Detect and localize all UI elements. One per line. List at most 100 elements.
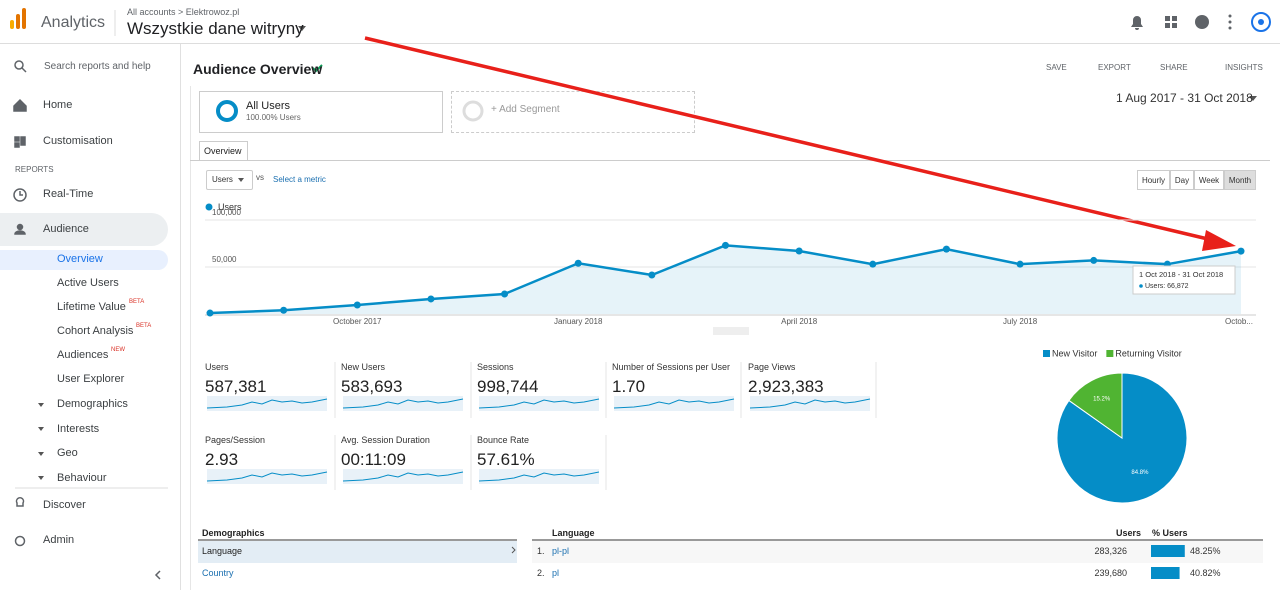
nav-item[interactable]: Real-Time <box>43 188 94 200</box>
point <box>648 271 656 279</box>
product-name: Analytics <box>41 14 106 31</box>
nav-subitem[interactable]: User Explorer <box>57 373 125 385</box>
nav-subitem[interactable]: Audiences <box>57 349 109 361</box>
x-tick-label: January 2018 <box>554 317 603 326</box>
segment-icon <box>462 100 484 122</box>
sparkline-bg <box>479 396 599 411</box>
action[interactable]: SAVE <box>1046 63 1067 72</box>
metric-value: 587,381 <box>205 377 267 396</box>
table-row <box>532 541 1263 563</box>
annotation-arrow <box>364 36 1236 251</box>
breadcrumb[interactable]: All accounts > Elektrowoz.pl <box>127 7 240 17</box>
metric-select[interactable]: Users <box>212 175 233 184</box>
date-range[interactable]: 1 Aug 2017 - 31 Oct 2018 <box>1116 91 1253 105</box>
metric-value: 1.70 <box>612 377 646 396</box>
granularity-button[interactable]: Hourly <box>1137 170 1170 190</box>
nav-active[interactable] <box>0 213 168 246</box>
action[interactable]: SHARE <box>1160 63 1188 72</box>
top-bar <box>0 0 1280 44</box>
caret[interactable] <box>298 26 306 31</box>
pie-slice <box>1056 372 1188 504</box>
pie-slice <box>1068 372 1123 439</box>
nav-item[interactable]: Customisation <box>43 135 113 147</box>
nav-group[interactable]: Geo <box>57 447 78 459</box>
metric-value: 00:11:09 <box>341 450 406 469</box>
row-arrow <box>511 546 516 554</box>
metric-label: Pages/Session <box>205 435 266 445</box>
row-link[interactable]: pl <box>552 568 560 578</box>
tooltip-title: 1 Oct 2018 - 31 Oct 2018 <box>1139 270 1223 279</box>
nav-item[interactable]: Home <box>43 99 73 111</box>
tooltip-dot <box>1139 284 1143 288</box>
collapse-tab[interactable] <box>713 327 749 335</box>
nav-group[interactable]: Behaviour <box>57 471 107 484</box>
table-header: Language <box>552 528 595 538</box>
table-link[interactable]: Language <box>202 546 243 556</box>
action[interactable]: INSIGHTS <box>1225 63 1263 72</box>
x-tick-label: April 2018 <box>781 317 818 326</box>
tab-line <box>190 160 1270 161</box>
logo[interactable] <box>10 8 26 29</box>
action[interactable]: EXPORT <box>1098 63 1131 72</box>
tooltip-text: Users: 66,872 <box>1145 283 1189 290</box>
nav-item[interactable]: Audience <box>43 223 89 235</box>
metric-separators <box>334 362 877 490</box>
metric-value: 57.61% <box>477 450 535 469</box>
sparkline-bg <box>343 396 463 411</box>
point <box>869 260 877 268</box>
sparkline-bg <box>750 396 870 411</box>
content-panel <box>190 86 1270 590</box>
top-icons[interactable] <box>1131 12 1271 32</box>
sparkline-bg <box>479 469 599 484</box>
point <box>574 259 582 267</box>
metric-select[interactable] <box>206 170 253 190</box>
granularity-button[interactable]: Day <box>1170 170 1194 190</box>
pct-bar <box>1151 567 1180 579</box>
legend-label: Returning Visitor <box>1115 348 1181 358</box>
point <box>501 290 509 298</box>
row-link[interactable]: pl-pl <box>552 546 570 556</box>
legend-label: Users <box>218 202 242 212</box>
legend-swatch <box>1043 350 1050 357</box>
point <box>206 309 214 317</box>
metric-value: 998,744 <box>477 377 539 396</box>
nav-selected[interactable] <box>0 250 168 270</box>
nav-subitem[interactable]: Overview <box>57 253 103 265</box>
sparklines <box>206 396 871 484</box>
nav-subitem[interactable]: Active Users <box>57 277 119 289</box>
add-segment-box[interactable] <box>451 91 695 133</box>
segment-box[interactable] <box>199 91 443 133</box>
table-row-selected[interactable] <box>198 541 517 563</box>
granularity-button[interactable]: Week <box>1194 170 1224 190</box>
row-value: 283,326 <box>1094 546 1127 556</box>
verified <box>312 64 323 73</box>
legend-dot <box>205 203 213 211</box>
legend-swatch <box>1106 350 1114 357</box>
pie-label: 84.8% <box>1131 470 1149 476</box>
pie-label: 15.2% <box>1093 396 1111 402</box>
metric-value: 2,923,383 <box>748 377 824 396</box>
vs: vs <box>256 173 264 182</box>
nav-item[interactable]: Admin <box>43 534 75 546</box>
point <box>353 301 361 309</box>
select-metric[interactable]: Select a metric <box>273 175 326 184</box>
nav-group[interactable]: Interests <box>57 422 100 435</box>
nav-group[interactable]: Demographics <box>57 398 128 410</box>
table-link[interactable]: Country <box>202 568 234 578</box>
point <box>722 241 729 249</box>
tab[interactable]: Overview <box>204 146 242 156</box>
add-segment[interactable]: + Add Segment <box>491 104 560 115</box>
nav-subitem[interactable]: Lifetime Value <box>57 301 126 313</box>
segment-icon <box>216 100 238 122</box>
segment-name[interactable]: All Users <box>246 100 291 112</box>
sidebar <box>0 44 181 590</box>
granularity-button[interactable]: Month <box>1224 170 1256 190</box>
search[interactable]: Search reports and help <box>44 61 151 72</box>
metric-value: 583,693 <box>341 377 403 396</box>
group-carets[interactable] <box>38 96 1257 480</box>
property-name[interactable]: Wszystkie dane witryny <box>127 19 304 38</box>
nav-subitem[interactable]: Cohort Analysis <box>57 325 134 337</box>
row-pct: 48.25% <box>1190 546 1221 556</box>
nav-item[interactable]: Discover <box>43 499 86 511</box>
